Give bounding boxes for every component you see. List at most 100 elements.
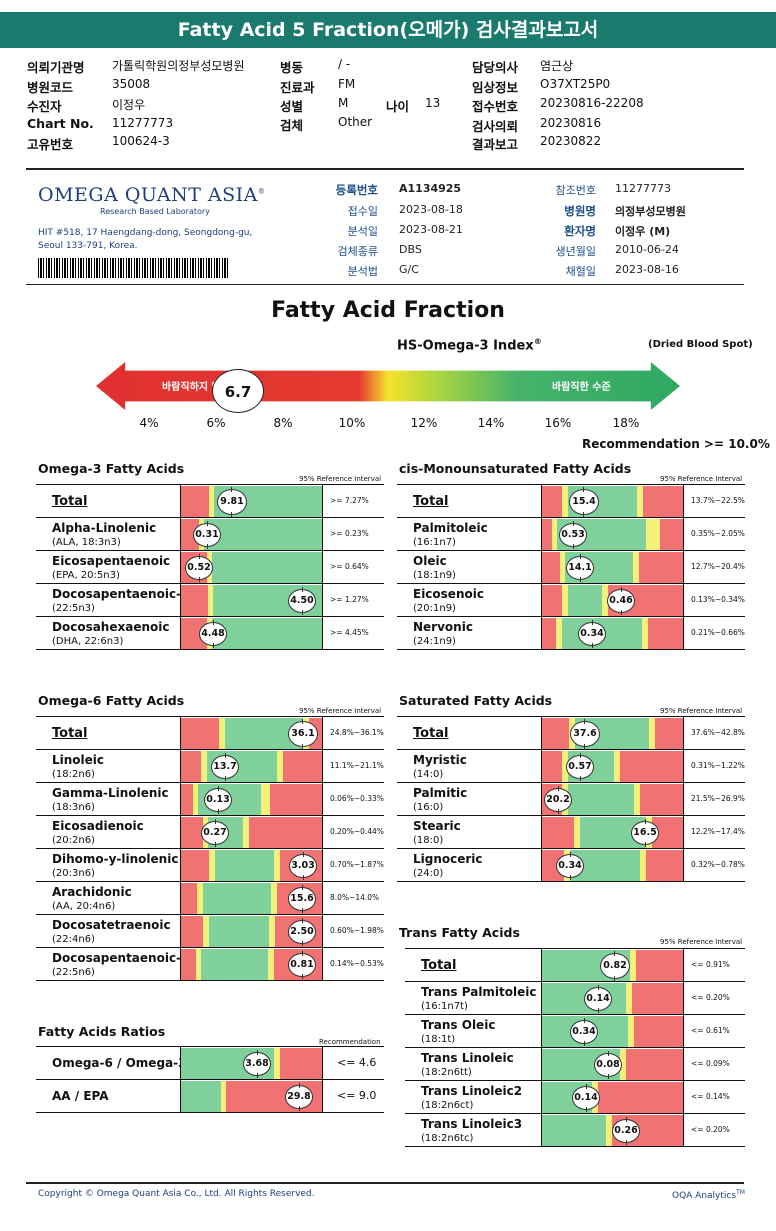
table-row: Total 9.81 >= 7.27% <box>36 485 384 518</box>
footer-brand: OQA AnalyticsTM <box>672 1189 745 1201</box>
row-sublabel: (14:0) <box>413 769 444 780</box>
row-sublabel: (16:1n7) <box>413 537 456 548</box>
row-name: Eicosadienoic (20:2n6) <box>36 816 181 848</box>
value-marker: 3.68 <box>243 1050 271 1078</box>
examinee-value: 이정우 <box>112 98 146 112</box>
recv-label: 접수일 <box>347 205 378 218</box>
value-marker: 0.57 <box>566 753 594 781</box>
fraction-title: Fatty Acid Fraction <box>271 298 505 323</box>
range-bar: 0.81 <box>181 949 322 980</box>
value-marker: 16.5 <box>631 819 659 847</box>
table-row: Gamma-Linolenic (18:3n6) 0.13 0.06%~0.33% <box>36 783 384 816</box>
table-row: Nervonic (24:1n9) 0.34 0.21%~0.66% <box>397 617 745 650</box>
reference-range: <= 0.91% <box>683 949 745 981</box>
reference-range: >= 0.23% <box>322 518 384 550</box>
reference-range: 0.06%~0.33% <box>322 783 384 815</box>
row-name: Docosatetraenoic (22:4n6) <box>36 915 181 947</box>
method-value: G/C <box>399 263 419 276</box>
range-bar: 3.03 <box>181 850 322 881</box>
range-bar: 0.13 <box>181 784 322 815</box>
range-bar: 15.6 <box>181 883 322 914</box>
reference-range: 12.2%~17.4% <box>683 816 745 848</box>
chart-label: Chart No. <box>27 116 94 131</box>
row-name: Total <box>397 485 542 517</box>
row-name: Total <box>36 485 181 517</box>
unique-value: 100624-3 <box>112 134 170 148</box>
reference-range: <= 9.0 <box>322 1080 384 1112</box>
table-row: Docosatetraenoic (22:4n6) 2.50 0.60%~1.98% <box>36 915 384 948</box>
row-sublabel: (18:2n6tc) <box>421 1133 474 1144</box>
row-name: Palmitic (16:0) <box>397 783 542 815</box>
reference-range: >= 1.27% <box>322 584 384 616</box>
range-bar: 2.50 <box>181 916 322 947</box>
range-bar: 37.6 <box>542 718 683 749</box>
scale-tick-label: 16% <box>544 416 572 430</box>
value-marker: 15.4 <box>569 487 599 517</box>
reference-range: 37.6%~42.8% <box>683 717 745 749</box>
spec-value: DBS <box>399 243 422 256</box>
row-sublabel: (18:1n9) <box>413 570 456 581</box>
reference-range: >= 7.27% <box>322 485 384 517</box>
row-name: Eicosenoic (20:1n9) <box>397 584 542 616</box>
value-marker: 0.14 <box>572 1084 600 1112</box>
row-name: Trans Linoleic (18:2n6tt) <box>405 1048 542 1080</box>
value-marker: 0.13 <box>204 786 232 814</box>
reference-range: 0.20%~0.44% <box>322 816 384 848</box>
mufa-title: cis-Monounsaturated Fatty Acids <box>399 461 632 476</box>
request-value: 20230816 <box>540 116 602 130</box>
range-bar: 0.14 <box>542 1082 683 1113</box>
table-row: Total 36.1 24.8%~36.1% <box>36 717 384 750</box>
reference-range: <= 0.09% <box>683 1048 745 1080</box>
omega3-title: Omega-3 Fatty Acids <box>38 461 185 476</box>
range-bar: 0.46 <box>542 585 683 616</box>
row-sublabel: (22:5n3) <box>52 603 95 614</box>
reference-range: >= 0.64% <box>322 551 384 583</box>
range-bar: 15.4 <box>542 486 683 517</box>
table-row: Palmitic (16:0) 20.2 21.5%~26.9% <box>397 783 745 816</box>
row-sublabel: (20:3n6) <box>52 868 95 879</box>
row-sublabel: (22:5n6) <box>52 967 95 978</box>
table-row: Trans Linoleic3 (18:2n6tc) 0.26 <= 0.20% <box>405 1114 745 1147</box>
row-label: Dihomo-y-linolenic <box>52 852 179 866</box>
table-row: Trans Linoleic (18:2n6tt) 0.08 <= 0.09% <box>405 1048 745 1081</box>
row-sublabel: (ALA, 18:3n3) <box>52 537 121 548</box>
value-marker: 0.26 <box>612 1117 640 1145</box>
row-name: Eicosapentaenoic (EPA, 20:5n3) <box>36 551 181 583</box>
ref-label: 참조번호 <box>555 184 596 197</box>
copyright: Copyright © Omega Quant Asia Co., Ltd. A… <box>38 1189 315 1199</box>
table-row: Docosapentaenoic-n3 (22:5n3) 4.50 >= 1.27% <box>36 584 384 617</box>
row-sublabel: (18:2n6) <box>52 769 95 780</box>
row-sublabel: (18:2n6ct) <box>421 1100 474 1111</box>
lab-address: HIT #518, 17 Haengdang-dong, Seongdong-g… <box>38 228 253 251</box>
row-label: Linoleic <box>52 753 105 767</box>
table-row: Stearic (18:0) 16.5 12.2%~17.4% <box>397 816 745 849</box>
table-row: Dihomo-y-linolenic (20:3n6) 3.03 0.70%~1.87… <box>36 849 384 882</box>
table-row: Eicosenoic (20:1n9) 0.46 0.13%~0.34% <box>397 584 745 617</box>
clinical-value: O37XT25P0 <box>540 77 611 91</box>
row-label: Trans Linoleic <box>421 1051 514 1065</box>
omega3-table: Total 9.81 >= 7.27% Alpha-Linolenic (ALA, 18… <box>36 484 384 650</box>
row-label: Nervonic <box>413 620 473 634</box>
reference-range: 0.21%~0.66% <box>683 617 745 649</box>
trans-ref-header: 95% Reference Interval <box>660 938 743 946</box>
index-title-mark: ® <box>533 337 542 346</box>
report-value: 20230822 <box>540 134 602 148</box>
row-total-label: Total <box>413 726 449 741</box>
specimen-label: 검체 <box>280 118 304 133</box>
draw-value: 2023-08-16 <box>615 263 679 276</box>
row-total-label: Total <box>52 726 88 741</box>
row-label: Trans Palmitoleic <box>421 985 537 999</box>
report-title: Fatty Acid 5 Fraction(오메가) 검사결과보고서 <box>0 12 776 48</box>
row-sublabel: (18:3n6) <box>52 802 95 813</box>
reference-range: >= 4.45% <box>322 617 384 649</box>
range-bar: 0.82 <box>542 950 683 981</box>
scale-tick-label: 12% <box>410 416 438 430</box>
row-name: Total <box>36 717 181 749</box>
row-label: Palmitoleic <box>413 521 488 535</box>
institution-value: 가톨릭학원의정부성모병원 <box>112 59 245 73</box>
row-name: Stearic (18:0) <box>397 816 542 848</box>
row-name: Trans Linoleic2 (18:2n6ct) <box>405 1081 542 1113</box>
reference-range: 21.5%~26.9% <box>683 783 745 815</box>
sfa-title: Saturated Fatty Acids <box>399 693 553 708</box>
index-title: HS-Omega-3 Index® <box>397 337 542 353</box>
